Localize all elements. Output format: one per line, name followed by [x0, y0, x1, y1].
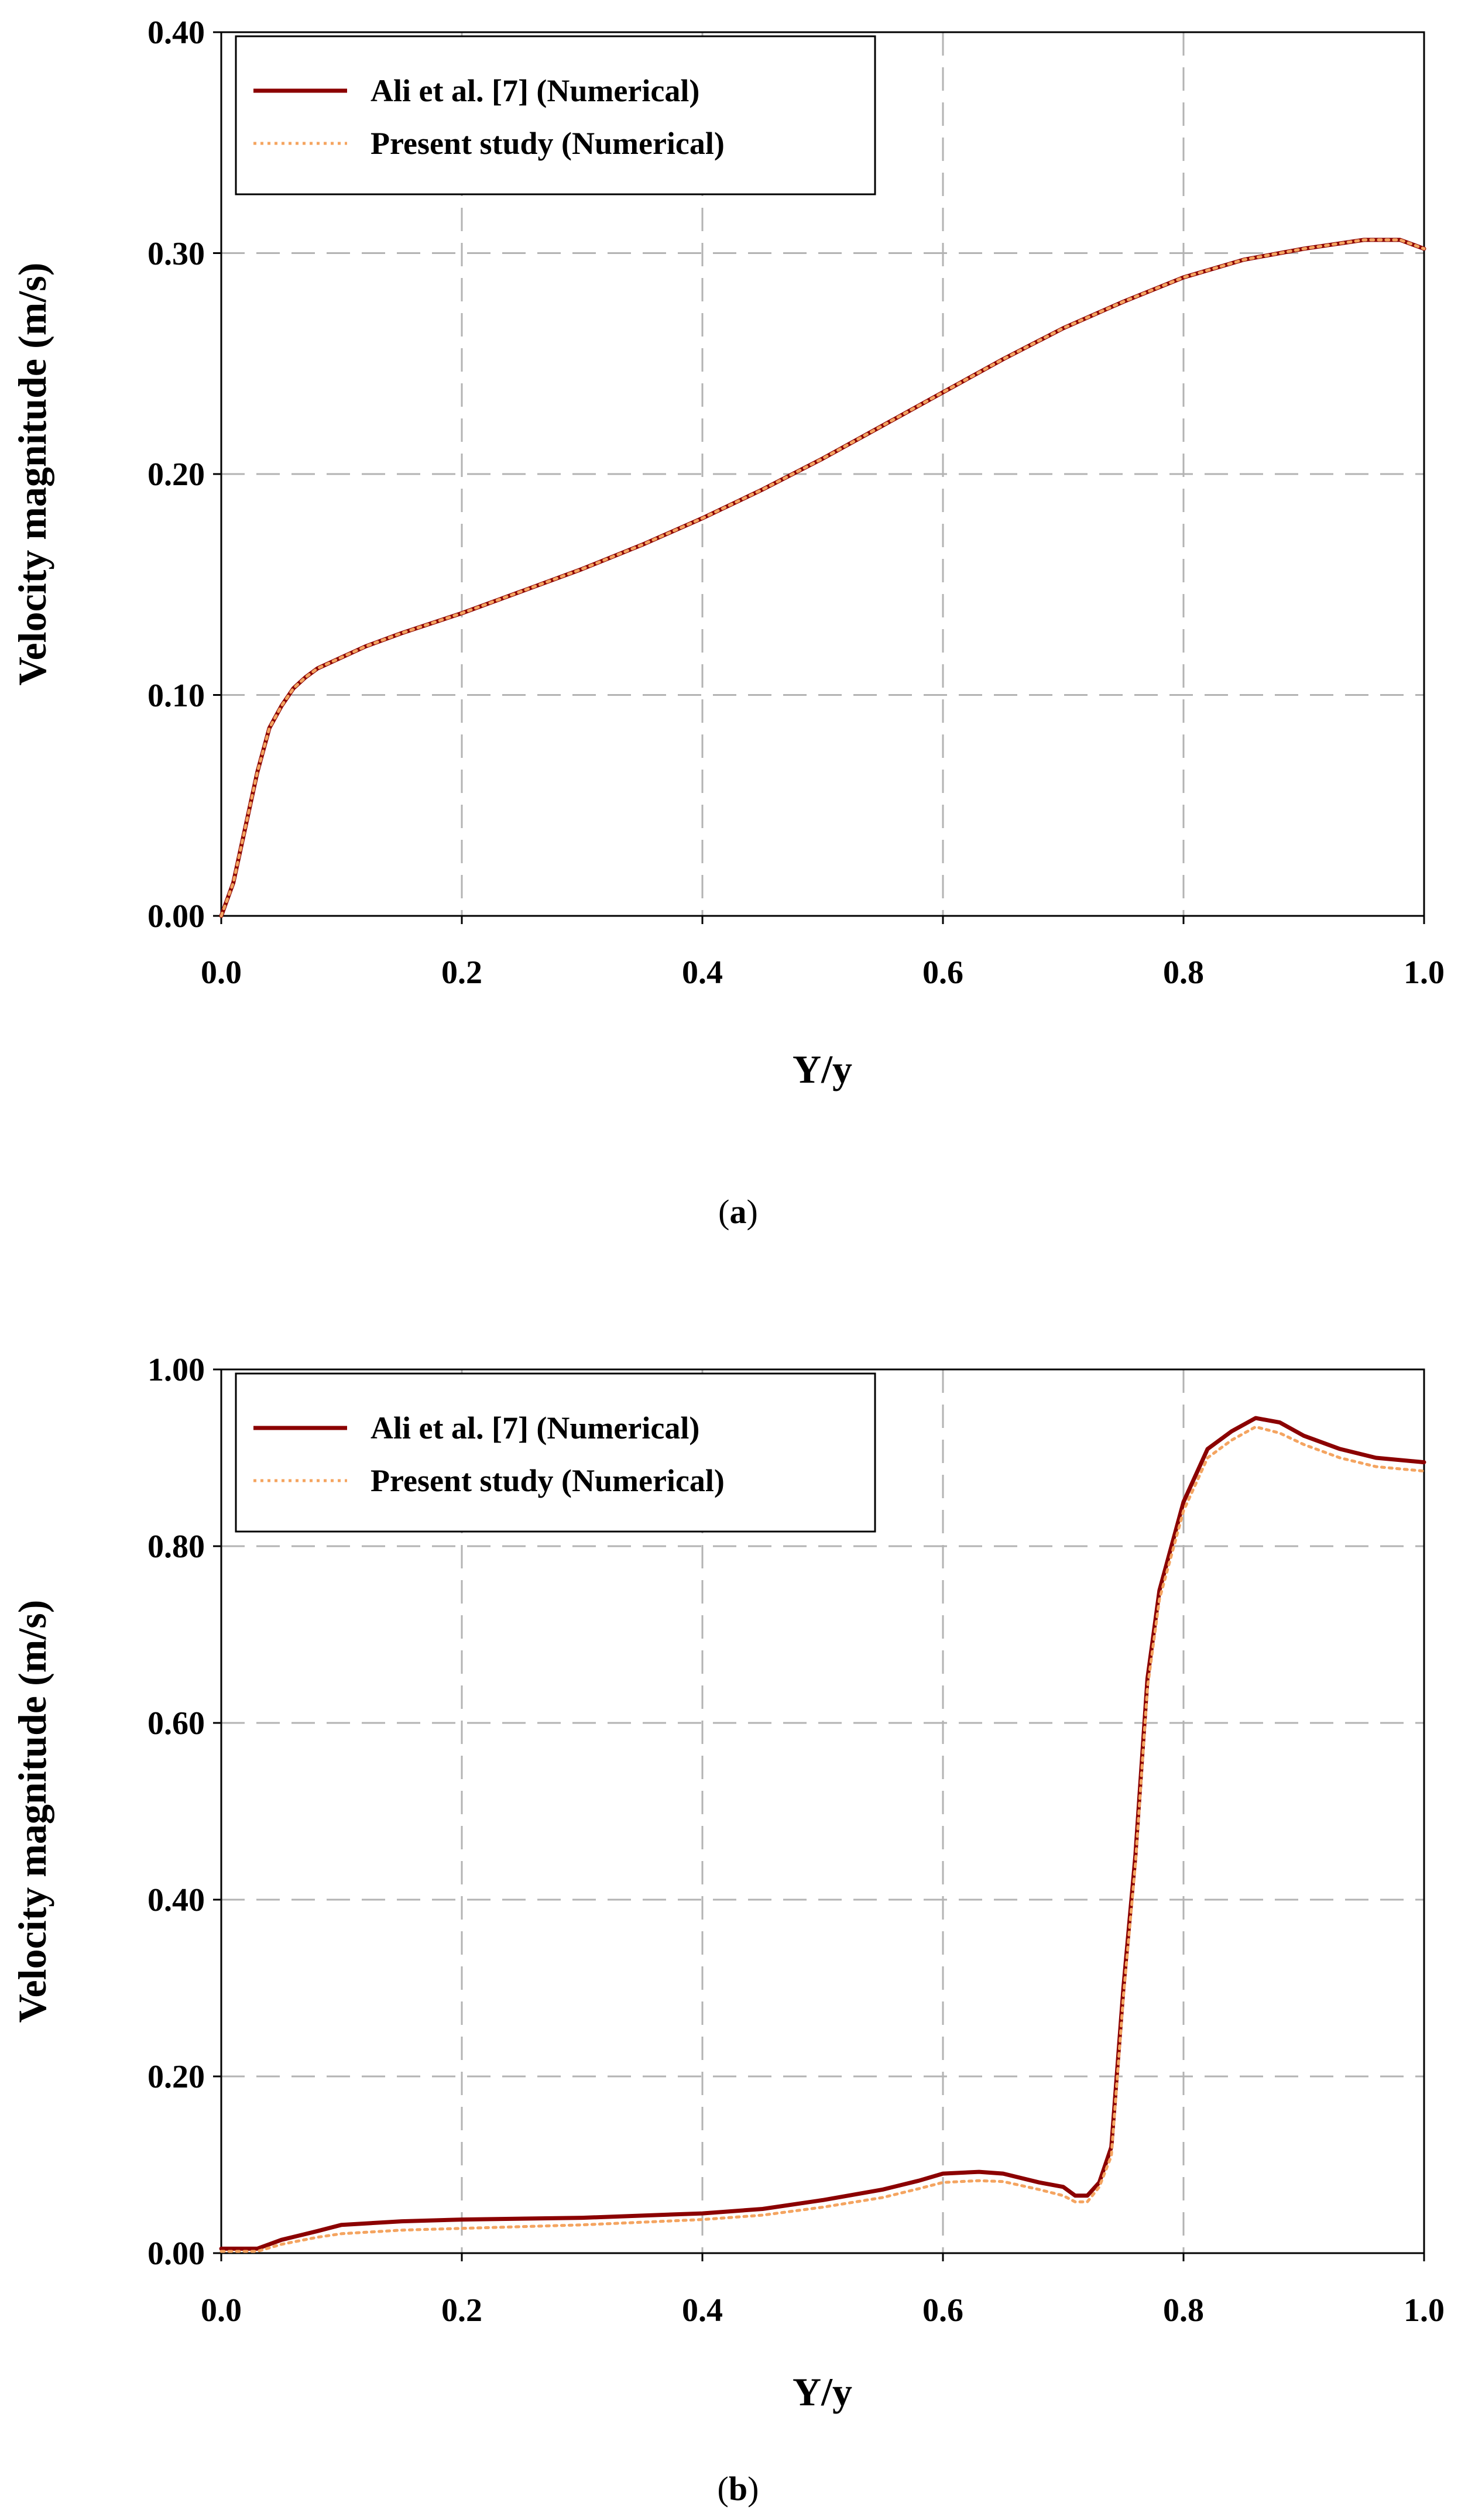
panel-a-legend: Ali et al. [7] (Numerical) Present study… [235, 35, 876, 195]
panel-a-x-tick-label: 1.0 [1404, 955, 1445, 991]
panel-b-plot-area [220, 1368, 1425, 2254]
panel-a-caption: (a) [718, 1193, 758, 1231]
panel-b-caption: (b) [718, 2470, 759, 2508]
panel-a-present-study-line [219, 238, 1426, 918]
panel-a-x-tick-label: 0.6 [922, 955, 963, 991]
panel-a-legend-label-present: Present study (Numerical) [371, 126, 725, 161]
panel-a-y-tick-label: 0.00 [148, 898, 205, 935]
panel-a-caption-letter: a [730, 1193, 747, 1231]
panel-b-y-axis-title: Velocity magnitude (m/s) [10, 1600, 54, 2023]
panel-b-x-tick-label: 0.6 [922, 2292, 963, 2329]
panel-a-x-tick-label: 0.0 [201, 955, 242, 991]
panel-b-y-tick-label: 0.00 [148, 2236, 205, 2272]
panel-a-y-tick-label: 0.20 [148, 456, 205, 493]
panel-a: 0.00 0.10 0.20 0.30 0.40 0.0 0.2 0.4 0.6… [10, 15, 1445, 1231]
panel-b: 0.00 0.20 0.40 0.60 0.80 1.00 0.0 0.2 0.… [10, 1352, 1445, 2508]
panel-b-y-tick-label: 0.80 [148, 1529, 205, 1565]
panel-b-x-axis-title: Y/y [793, 2370, 852, 2414]
panel-b-legend-box [235, 1372, 876, 1533]
panel-b-caption-letter: b [729, 2470, 747, 2508]
panel-a-x-tick-labels: 0.0 0.2 0.4 0.6 0.8 1.0 [201, 955, 1445, 991]
panel-a-y-axis-title: Velocity magnitude (m/s) [10, 263, 54, 686]
panel-b-legend: Ali et al. [7] (Numerical) Present study… [235, 1372, 876, 1533]
panel-a-y-tick-label: 0.10 [148, 678, 205, 714]
panel-a-x-axis-title: Y/y [793, 1047, 852, 1091]
panel-b-ticks [213, 1368, 1425, 2261]
panel-b-x-tick-label: 1.0 [1404, 2292, 1445, 2329]
panel-b-y-tick-label: 0.40 [148, 1882, 205, 1918]
panel-a-reference-line [219, 238, 1426, 918]
panel-a-legend-label-reference: Ali et al. [7] (Numerical) [371, 73, 699, 108]
panel-b-y-tick-label: 1.00 [148, 1352, 205, 1388]
panel-b-y-tick-labels: 0.00 0.20 0.40 0.60 0.80 1.00 [148, 1352, 205, 2272]
panel-a-legend-box [235, 35, 876, 195]
panel-b-x-tick-label: 0.4 [682, 2292, 723, 2329]
panel-b-x-tick-label: 0.2 [441, 2292, 482, 2329]
panel-a-y-tick-label: 0.40 [148, 15, 205, 51]
panel-b-present-study-line [219, 1425, 1426, 2253]
panel-b-x-tick-labels: 0.0 0.2 0.4 0.6 0.8 1.0 [201, 2292, 1445, 2329]
panel-b-y-tick-label: 0.20 [148, 2059, 205, 2095]
panel-a-series [219, 238, 1426, 918]
panel-b-grid [221, 1369, 1424, 2253]
panel-a-x-tick-label: 0.8 [1163, 955, 1204, 991]
panel-b-legend-label-reference: Ali et al. [7] (Numerical) [371, 1410, 699, 1446]
panel-b-series [219, 1416, 1426, 2253]
panel-a-x-tick-label: 0.4 [682, 955, 723, 991]
panel-b-reference-line [219, 1416, 1426, 2251]
panel-a-y-tick-labels: 0.00 0.10 0.20 0.30 0.40 [148, 15, 205, 935]
panel-a-y-tick-label: 0.30 [148, 236, 205, 272]
panel-b-x-tick-label: 0.0 [201, 2292, 242, 2329]
panel-a-x-tick-label: 0.2 [441, 955, 482, 991]
panel-b-x-tick-label: 0.8 [1163, 2292, 1204, 2329]
panel-b-y-tick-label: 0.60 [148, 1705, 205, 1742]
panel-b-legend-label-present: Present study (Numerical) [371, 1463, 725, 1498]
